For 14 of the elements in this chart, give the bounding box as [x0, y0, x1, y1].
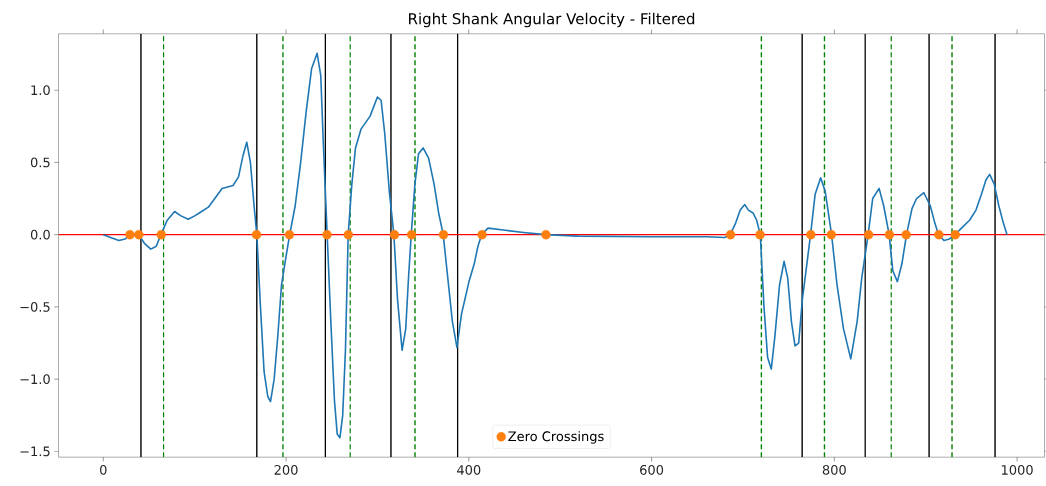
legend-label: Zero Crossings [508, 431, 604, 444]
x-tick-label: 800 [822, 464, 846, 475]
y-tick-label: −1.0 [20, 374, 50, 385]
y-tick-label: 0.0 [30, 229, 50, 240]
y-tick-label: 0.5 [30, 157, 50, 168]
y-tick-label: −1.5 [20, 446, 50, 457]
x-tick-label: 200 [274, 464, 298, 475]
y-tick-label: −0.5 [20, 301, 50, 312]
y-tick-label: 1.0 [31, 85, 50, 96]
chart-title: Right Shank Angular Velocity - Filtered [409, 12, 695, 28]
x-tick-label: 0 [100, 464, 107, 475]
x-tick-label: 600 [640, 464, 664, 475]
x-tick-label: 1000 [1001, 464, 1033, 475]
x-tick-label: 400 [457, 464, 481, 475]
